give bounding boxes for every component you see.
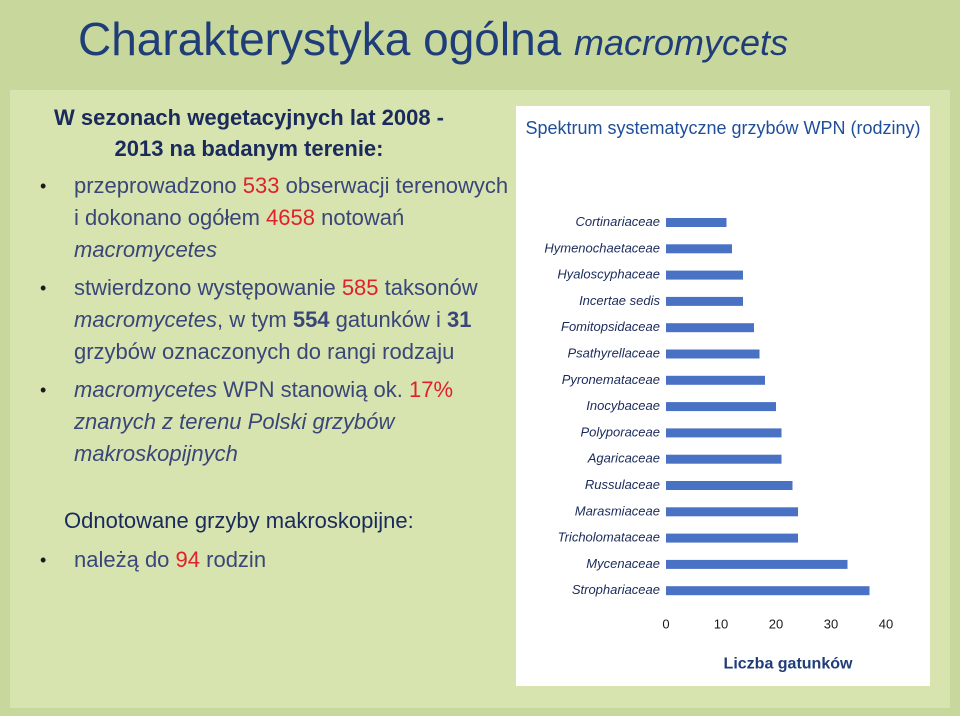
page-title: Charakterystyka ogólna macromycets <box>78 12 788 66</box>
x-axis-label: Liczba gatunków <box>724 656 853 673</box>
text: gatunków i <box>329 307 447 332</box>
text: rodzin <box>200 547 267 572</box>
category-label: Tricholomataceae <box>558 530 660 545</box>
bar-strophariaceae <box>666 586 870 596</box>
category-label: Agaricaceae <box>587 451 660 466</box>
bullet-families: należą do 94 rodzin <box>40 544 510 576</box>
slide-body: W sezonach wegetacyjnych lat 2008 - 2013… <box>10 90 950 708</box>
chart-panel: Spektrum systematyczne grzybów WPN (rodz… <box>516 106 930 686</box>
title-main: Charakterystyka ogólna <box>78 13 562 65</box>
bar-hyaloscyphaceae <box>666 270 743 280</box>
x-tick-label: 40 <box>879 617 893 632</box>
bar-mycenaceae <box>666 559 848 569</box>
bar-tricholomataceae <box>666 533 798 543</box>
term: macromycetes <box>74 377 218 402</box>
category-label: Inocybaceae <box>586 398 660 413</box>
title-sub: macromycets <box>574 22 789 63</box>
category-label: Psathyrellaceae <box>568 346 661 361</box>
x-tick-label: 20 <box>769 617 783 632</box>
text: , w tym <box>217 307 293 332</box>
bar-cortinariaceae <box>666 218 727 227</box>
bullet-taxa: stwierdzono występowanie 585 taksonów ma… <box>40 272 510 368</box>
chart-title: Spektrum systematyczne grzybów WPN (rodz… <box>525 118 921 138</box>
category-label: Fomitopsidaceae <box>561 319 660 334</box>
category-label: Cortinariaceae <box>575 214 660 229</box>
bar-incertae-sedis <box>666 296 743 306</box>
category-label: Strophariaceae <box>572 582 660 597</box>
text: należą do <box>74 547 176 572</box>
category-label: Hyaloscyphaceae <box>557 267 660 282</box>
number: 533 <box>242 173 280 198</box>
bar-fomitopsidaceae <box>666 323 754 333</box>
text: WPN stanowią ok. <box>217 377 409 402</box>
bar-polyporaceae <box>666 428 782 438</box>
number: 31 <box>446 307 472 332</box>
x-tick-label: 10 <box>714 617 728 632</box>
bar-hymenochaetaceae <box>666 244 732 254</box>
category-label: Pyronemataceae <box>562 372 660 387</box>
term: macromycetes <box>74 237 218 262</box>
number: 17% <box>409 377 454 402</box>
bullet-observations: przeprowadzono 533 obserwacji terenowych… <box>40 170 510 266</box>
category-label: Marasmiaceae <box>575 503 660 518</box>
text: przeprowadzono <box>74 173 243 198</box>
bar-marasmiaceae <box>666 507 798 517</box>
intro-heading: W sezonach wegetacyjnych lat 2008 - 2013… <box>53 105 445 161</box>
x-tick-label: 30 <box>824 617 838 632</box>
bar-agaricaceae <box>666 454 782 464</box>
number: 94 <box>175 547 201 572</box>
category-label: Hymenochaetaceae <box>544 240 660 255</box>
bullet-percentage: macromycetes WPN stanowią ok. 17% znanyc… <box>40 374 510 470</box>
families-heading: Odnotowane grzyby makroskopijne: <box>64 508 414 533</box>
bar-psathyrellaceae <box>666 349 760 359</box>
bar-pyronemataceae <box>666 375 765 385</box>
number: 585 <box>341 275 379 300</box>
text: notowań <box>314 205 405 230</box>
bar-russulaceae <box>666 481 793 490</box>
text: grzybów oznaczonych do rangi rodzaju <box>74 339 455 364</box>
category-label: Polyporaceae <box>581 424 661 439</box>
number: 4658 <box>266 205 315 230</box>
text: taksonów <box>378 275 478 300</box>
category-label: Russulaceae <box>585 477 660 492</box>
number: 554 <box>292 307 330 332</box>
category-label: Mycenaceae <box>586 556 660 571</box>
term: znanych z terenu Polski grzybów makrosko… <box>74 409 395 466</box>
bar-inocybaceae <box>666 402 776 412</box>
text: obserwacji terenowych i dokonano ogółem <box>74 173 509 230</box>
text: stwierdzono występowanie <box>74 275 342 300</box>
bar-chart: Cortinariaceae Hymenochaetaceae Hyaloscyph… <box>544 214 893 673</box>
term: macromycetes <box>74 307 218 332</box>
category-label: Incertae sedis <box>579 293 660 308</box>
x-tick-label: 0 <box>662 617 669 632</box>
text-column: W sezonach wegetacyjnych lat 2008 - 2013… <box>40 102 510 576</box>
